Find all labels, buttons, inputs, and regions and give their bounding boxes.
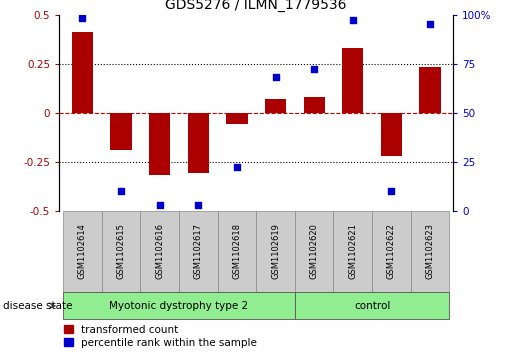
Bar [381,113,402,156]
Bar [140,211,179,292]
Bar [187,113,209,173]
Bar [372,211,410,292]
Bar [110,113,132,150]
Text: GSM1102615: GSM1102615 [116,224,126,279]
Text: GSM1102621: GSM1102621 [348,224,357,279]
Bar [334,211,372,292]
Text: GSM1102620: GSM1102620 [310,224,319,279]
Text: GSM1102616: GSM1102616 [155,223,164,280]
Point [233,164,241,170]
Point [78,16,87,21]
Bar [410,211,449,292]
Text: GSM1102623: GSM1102623 [425,223,435,280]
Text: control: control [354,301,390,311]
Bar [295,292,449,319]
Point [156,202,164,208]
Point [194,202,202,208]
Point [117,188,125,194]
Title: GDS5276 / ILMN_1779536: GDS5276 / ILMN_1779536 [165,0,347,12]
Bar [303,97,325,113]
Text: Myotonic dystrophy type 2: Myotonic dystrophy type 2 [109,301,249,311]
Bar [179,211,217,292]
Bar [226,113,248,124]
Point [349,17,357,23]
Bar [72,32,93,113]
Bar [265,99,286,113]
Bar [295,211,334,292]
Text: GSM1102614: GSM1102614 [78,224,87,279]
Text: GSM1102619: GSM1102619 [271,224,280,279]
Text: disease state: disease state [3,301,72,311]
Bar [63,292,295,319]
Bar [256,211,295,292]
Bar [217,211,256,292]
Point [310,66,318,72]
Point [426,21,434,27]
Legend: transformed count, percentile rank within the sample: transformed count, percentile rank withi… [64,325,257,348]
Bar [102,211,140,292]
Bar [419,68,441,113]
Point [387,188,396,194]
Text: GSM1102618: GSM1102618 [232,223,242,280]
Bar [342,48,364,113]
Text: GSM1102617: GSM1102617 [194,223,203,280]
Bar [63,211,102,292]
Text: GSM1102622: GSM1102622 [387,224,396,279]
Point [271,74,280,80]
Bar [149,113,170,175]
